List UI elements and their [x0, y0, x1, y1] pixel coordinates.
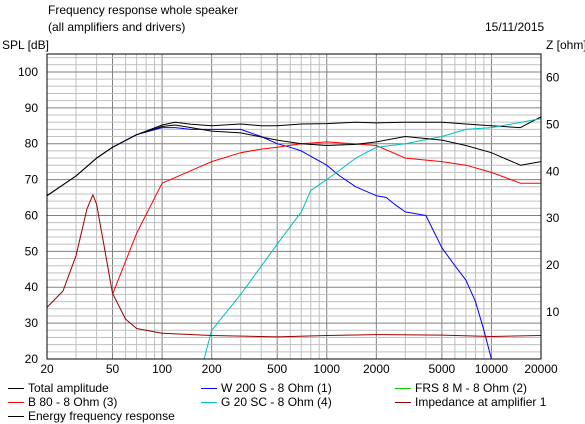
x-tick-label: 100: [152, 362, 172, 376]
x-tick-label: 2000: [363, 362, 390, 376]
y-tick-label: 20: [25, 352, 39, 366]
x-tick-label: 10000: [475, 362, 509, 376]
legend-swatch: [8, 402, 24, 403]
plot-frame: [46, 53, 542, 360]
legend-label: FRS 8 M - 8 Ohm (2): [415, 381, 528, 395]
legend-swatch: [395, 402, 411, 403]
y-tick-label: 40: [25, 280, 39, 294]
y2-tick-label: 60: [546, 70, 560, 84]
y2-axis-title: Z [ohm]: [546, 38, 585, 52]
y2-tick-label: 10: [546, 305, 560, 319]
legend-swatch: [8, 416, 24, 417]
legend-label: Energy frequency response: [28, 409, 175, 423]
legend-label: Total amplitude: [28, 381, 109, 395]
series-line-6: [46, 194, 542, 338]
chart-subtitle: (all amplifiers and drivers): [48, 20, 186, 34]
legend-swatch: [201, 388, 217, 389]
x-tick-label: 20000: [524, 362, 558, 376]
y-tick-label: 100: [18, 65, 38, 79]
y-axis-title: SPL [dB]: [2, 38, 49, 52]
x-tick-label: 20: [40, 362, 54, 376]
grid: [46, 54, 542, 360]
legend-label: G 20 SC - 8 Ohm (4): [221, 395, 332, 409]
tick-labels: 20 50 100 200 500 1000 2000 5000 10000 20000 20 30 4…: [18, 65, 560, 376]
y-tick-label: 60: [25, 208, 39, 222]
y2-tick-label: 20: [546, 258, 560, 272]
series-line-5: [203, 118, 542, 360]
legend-swatch: [395, 388, 411, 389]
y-tick-label: 70: [25, 173, 39, 187]
legend-label: B 80 - 8 Ohm (3): [28, 395, 118, 409]
x-tick-label: 500: [267, 362, 287, 376]
chart-date: 15/11/2015: [485, 20, 545, 34]
y2-tick-label: 40: [546, 164, 560, 178]
legend-label: W 200 S - 8 Ohm (1): [221, 381, 332, 395]
plot-area: [47, 54, 541, 359]
y2-tick-label: 30: [546, 211, 560, 225]
chart-title: Frequency response whole speaker: [48, 3, 239, 17]
legend-swatch: [201, 402, 217, 403]
y-tick-label: 90: [25, 101, 39, 115]
y-tick-label: 30: [25, 316, 39, 330]
x-tick-label: 5000: [429, 362, 456, 376]
series-line-2: [112, 127, 541, 360]
legend-swatch: [8, 388, 24, 389]
y2-tick-label: 50: [546, 117, 560, 131]
x-tick-label: 200: [202, 362, 222, 376]
y-tick-label: 80: [25, 137, 39, 151]
x-tick-label: 1000: [313, 362, 340, 376]
legend-label: Impedance at amplifier 1: [415, 395, 547, 409]
y-tick-label: 50: [25, 244, 39, 258]
x-tick-label: 50: [106, 362, 120, 376]
series-line-7: [46, 124, 542, 197]
